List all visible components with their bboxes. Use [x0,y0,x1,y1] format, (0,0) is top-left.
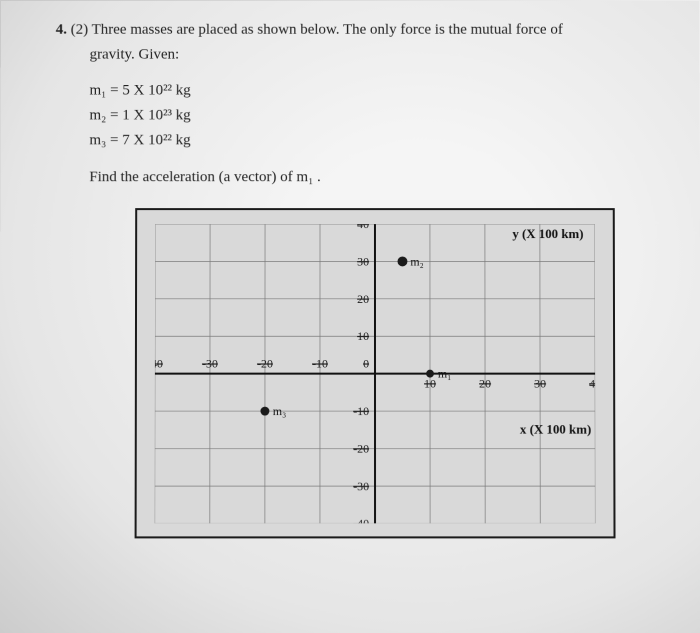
problem-text: 4. (2) Three masses are placed as shown … [55,19,659,190]
y-tick: -30 [353,479,369,493]
mass-1: m₁ = 5 X 10²² kg [56,79,660,102]
x-tick: -20 [257,356,273,370]
y-axis-title: y (X 100 km) [512,226,583,240]
point-m₁ [426,369,434,377]
chart-frame: -40 -30 -20 -10 10 20 30 40 -40 -30 -20 -10 10 20 30 40… [135,208,616,538]
problem-number: 4. [56,22,67,38]
point-label-m₃: m₃ [273,404,286,418]
y-tick: -20 [353,441,369,455]
problem-statement-2: gravity. Given: [56,44,660,67]
problem-points: (2) [71,22,88,38]
y-tick: -40 [353,516,369,523]
x-tick: 40 [589,376,595,390]
y-tick: -10 [353,404,369,418]
axes [155,224,596,524]
x-tick: 20 [479,376,491,390]
y-tick: 20 [357,291,369,305]
problem-task: Find the acceleration (a vector) of m₁ . [55,166,659,189]
point-m₃ [260,406,269,415]
y-tick: 40 [357,224,369,231]
coordinate-chart: -40 -30 -20 -10 10 20 30 40 -40 -30 -20 -10 10 20 30 40… [155,224,596,524]
y-tick: 10 [357,329,369,343]
x-axis-title: x (X 100 km) [520,422,591,436]
y-tick: 30 [357,254,369,268]
problem-statement-1: Three masses are placed as shown below. … [92,22,563,38]
mass-3: m₃ = 7 X 10²² kg [55,129,659,152]
problem-line-1: 4. (2) Three masses are placed as shown … [56,19,660,42]
x-tick: 10 [424,376,436,390]
point-label-m₁: m₁ [438,366,451,380]
x-tick: 30 [534,376,546,390]
page: 4. (2) Three masses are placed as shown … [0,1,700,633]
x-tick: -30 [202,356,218,370]
origin-label: 0 [363,356,369,370]
point-label-m₂: m₂ [410,254,423,268]
x-tick: -40 [155,356,163,370]
point-m₂ [398,256,408,266]
x-tick: -10 [312,356,328,370]
mass-2: m₂ = 1 X 10²³ kg [55,104,659,127]
